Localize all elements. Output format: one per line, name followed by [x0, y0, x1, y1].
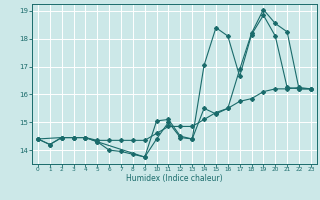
X-axis label: Humidex (Indice chaleur): Humidex (Indice chaleur): [126, 174, 223, 183]
